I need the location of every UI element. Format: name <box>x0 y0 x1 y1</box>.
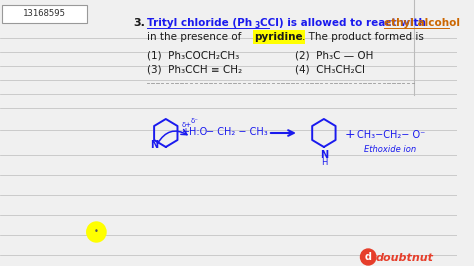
Text: Ethoxide ion: Ethoxide ion <box>365 144 417 153</box>
Text: N: N <box>150 140 158 150</box>
Text: •: • <box>94 227 99 236</box>
Text: δ+: δ+ <box>181 122 191 128</box>
Text: 13168595: 13168595 <box>23 10 66 19</box>
Text: H: H <box>321 158 327 167</box>
Text: +H:O: +H:O <box>181 127 208 137</box>
Text: . The product formed is: . The product formed is <box>302 32 424 42</box>
Text: pyridine: pyridine <box>255 32 303 42</box>
Text: (3)  Ph₃CCH ≡ CH₂: (3) Ph₃CCH ≡ CH₂ <box>146 64 242 74</box>
Text: 3: 3 <box>255 21 260 30</box>
Text: − CH₂ − CH₃: − CH₂ − CH₃ <box>206 127 268 137</box>
Text: CH₃−CH₂− O⁻: CH₃−CH₂− O⁻ <box>356 130 425 140</box>
Text: +: + <box>345 128 356 142</box>
Text: Trityl chloride (Ph: Trityl chloride (Ph <box>146 18 252 28</box>
Text: in the presence of: in the presence of <box>146 32 241 42</box>
Text: N: N <box>320 150 328 160</box>
Circle shape <box>87 222 106 242</box>
Text: doubtnut: doubtnut <box>376 253 434 263</box>
FancyBboxPatch shape <box>2 5 87 23</box>
Text: ethyl alcohol: ethyl alcohol <box>383 18 460 28</box>
Text: δ⁻: δ⁻ <box>191 118 199 124</box>
Text: CCl) is allowed to react with: CCl) is allowed to react with <box>260 18 426 28</box>
Text: (2)  Ph₃C — OH: (2) Ph₃C — OH <box>295 50 374 60</box>
Circle shape <box>361 249 376 265</box>
Text: (1)  Ph₃COCH₂CH₃: (1) Ph₃COCH₂CH₃ <box>146 50 239 60</box>
Text: d: d <box>365 252 372 262</box>
Text: 3.: 3. <box>133 18 145 28</box>
Text: (4)  CH₃CH₂Cl: (4) CH₃CH₂Cl <box>295 64 365 74</box>
